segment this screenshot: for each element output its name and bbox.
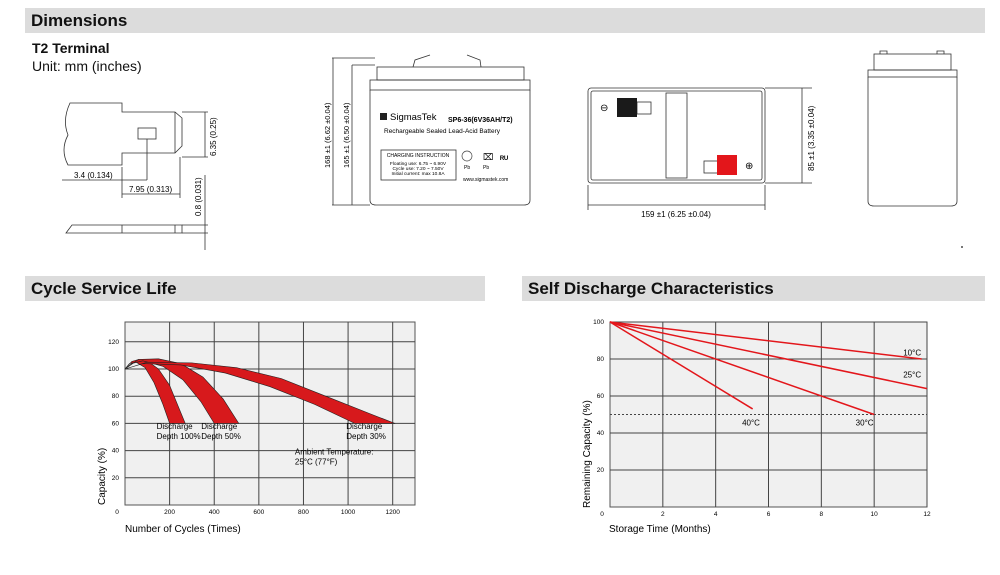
x-tick-label: 10 [871,511,879,518]
negative-terminal [617,98,637,117]
x-tick-label: 1000 [341,509,356,516]
y-tick-label: 20 [597,467,605,474]
x-tick-label: 12 [923,511,931,518]
annotation-label: Discharge [157,422,194,431]
x-tick-label: 8 [820,511,824,518]
x-tick-label: 2 [661,511,665,518]
battery-top-view: ⊖ ⊕ 159 ±1 (6.25 ±0.04) 85 ±1 (3.35 ±0.0… [587,87,816,219]
capacity-band [124,361,396,424]
annotation-label: Depth 30% [346,432,386,441]
annotation-label: Depth 100% [157,432,201,441]
x-tick-label: 4 [714,511,718,518]
charging-line: Floating use: 6.75 ~ 6.90V [390,161,447,167]
dim-7-95: 7.95 (0.313) [129,185,172,194]
negative-icon: ⊖ [600,103,608,114]
dim-3-4: 3.4 (0.134) [74,171,113,180]
positive-icon: ⊕ [745,161,753,172]
series-label: 10°C [903,348,921,357]
x-tick-label: 6 [767,511,771,518]
x-tick-label: 0 [115,509,119,516]
y-tick-label: 60 [597,393,605,400]
y-axis-label: Capacity (%) [97,448,108,505]
pb-label: Pb [464,165,470,171]
website: www.sigmastek.com [463,177,508,183]
battery-front-view: 168 ±1 (6.62 ±0.04) 165 ±1 (6.50 ±0.04) … [323,54,531,206]
dim-6-35: 6.35 (0.25) [209,117,218,156]
y-tick-label: 80 [597,356,605,363]
dim-0-8: 0.8 (0.031) [194,177,203,216]
ul-mark-icon: ᴿᵁ [500,154,508,164]
dim-total-height: 168 ±1 (6.62 ±0.04) [323,102,332,168]
charging-title: CHARGING INSTRUCTION [387,153,450,159]
cycle-service-life-chart: 0 200 400 600 800 1000 1200 20 40 60 80 100 120 Disch… [97,321,416,535]
annotation-label: Discharge [201,422,238,431]
charging-line: Initial current: max 10.8A [391,171,445,177]
terminal-title: T2 Terminal [32,40,110,56]
unit-label: Unit: mm (inches) [32,58,142,74]
x-tick-label: 800 [298,509,309,516]
series-label: 25°C [903,371,921,380]
series-line [609,321,922,360]
section-cycle-service-life: Cycle Service Life [25,276,485,301]
x-tick-label: 400 [209,509,220,516]
capacity-band [124,358,240,424]
y-tick-label: 60 [112,420,120,427]
x-tick-label: 600 [253,509,264,516]
brand-name: SigmasTek [390,112,437,123]
y-tick-label: 100 [108,366,119,373]
y-axis-label: Remaining Capacity (%) [582,400,593,508]
series-line [609,321,928,390]
x-axis-label: Number of Cycles (Times) [125,524,241,535]
annotation-label: Depth 50% [201,432,241,441]
dim-width: 159 ±1 (6.25 ±0.04) [641,210,711,219]
bin-icon: ⌧ [483,152,493,162]
series-line [609,321,875,416]
sigmastek-logo-icon [380,113,387,120]
battery-side-view [867,50,958,207]
y-tick-label: 20 [112,475,120,482]
y-tick-label: 40 [112,448,120,455]
x-tick-label: 1200 [385,509,400,516]
series-label: 30°C [856,419,874,428]
section-self-discharge: Self Discharge Characteristics [522,276,985,301]
model-name: SP6-36(6V36AH/T2) [448,117,513,124]
series-label: 40°C [742,419,760,428]
terminal-drawing: 3.4 (0.134) 7.95 (0.313) 6.35 (0.25) 0.8… [62,102,218,250]
series-line [609,321,754,410]
y-tick-label: 120 [108,339,119,346]
dot [961,246,963,248]
positive-terminal [717,155,737,175]
section-dimensions: Dimensions [25,8,985,33]
annotation-label: 25°C (77°F) [295,458,338,467]
x-tick-label: 200 [164,509,175,516]
y-tick-label: 40 [597,430,605,437]
charging-line: Cycle use: 7.20 ~ 7.50V [392,166,444,172]
dim-depth: 85 ±1 (3.35 ±0.04) [807,105,816,171]
self-discharge-chart: 0 2 4 6 8 10 12 20 40 60 80 100 10°C 25°C 30°C 40°C Stor… [582,319,931,535]
x-axis-label: Storage Time (Months) [609,524,711,535]
annotation-label: Discharge [346,422,383,431]
recycle-icon [461,150,473,162]
x-tick-label: 0 [600,511,604,518]
annotation-label: Ambient Temperature: [295,448,374,457]
battery-description: Rechargeable Sealed Lead-Acid Battery [384,128,501,135]
y-tick-label: 80 [112,393,120,400]
dim-case-height: 165 ±1 (6.50 ±0.04) [342,102,351,168]
pb-label: Pb [483,165,489,171]
y-tick-label: 100 [593,319,604,326]
